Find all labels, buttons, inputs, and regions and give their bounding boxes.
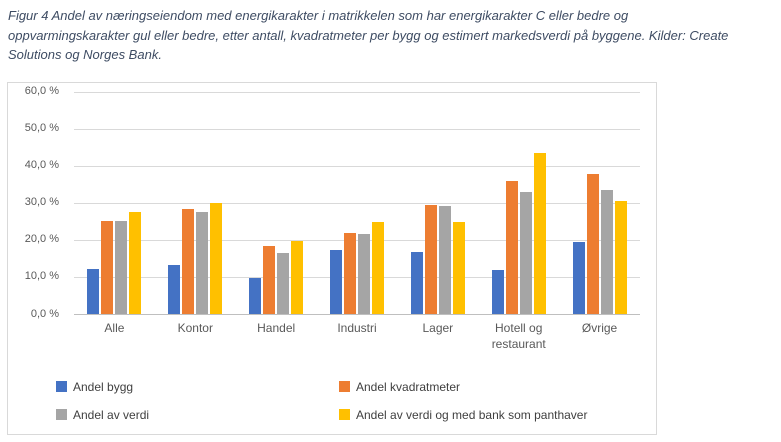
bar: [101, 220, 114, 314]
gridline: [74, 128, 640, 130]
category-label: Handel: [257, 321, 296, 335]
category-label: Hotell og restaurant: [491, 321, 546, 351]
bar: [196, 211, 209, 314]
category-label: Industri: [337, 321, 377, 335]
bar: [614, 200, 627, 314]
category-label: Lager: [422, 321, 454, 335]
legend-swatch-icon: [339, 381, 350, 392]
bar: [330, 249, 342, 314]
y-tick-label: 40,0 %: [24, 159, 59, 172]
bar: [586, 173, 599, 314]
legend: Andel bygg Andel kvadratmeter Andel av ver…: [56, 379, 588, 422]
bar: [87, 268, 100, 314]
legend-label: Andel av verdi: [73, 407, 150, 422]
bar: [168, 264, 181, 314]
bar: [410, 252, 423, 314]
y-tick-label: 10,0 %: [24, 270, 59, 283]
bar: [452, 221, 465, 314]
bar: [344, 233, 356, 314]
bar: [519, 191, 532, 314]
legend-item: Andel av verdi: [56, 407, 339, 422]
bar: [372, 221, 384, 314]
y-tick-label: 60,0 %: [24, 85, 59, 97]
bar: [249, 278, 262, 314]
caption-line-3: Solutions og Norges Bank.: [8, 47, 162, 62]
bar: [424, 205, 437, 314]
caption-line-1: Figur 4 Andel av næringseiendom med ener…: [8, 8, 629, 23]
bar: [291, 240, 304, 314]
y-tick-label: 50,0 %: [24, 122, 59, 135]
category-label: Kontor: [177, 321, 213, 335]
chart-frame: 0,0 % 10,0 % 20,0 % 30,0 % 40,0 % 50,0 % 60,0 …: [7, 82, 657, 435]
legend-label: Andel kvadratmeter: [356, 379, 461, 394]
gridline: [74, 239, 640, 241]
legend-label: Andel av verdi og med bank som panthaver: [356, 407, 588, 422]
figure-caption: Figur 4 Andel av næringseiendom med ener…: [8, 6, 728, 65]
bar: [533, 153, 546, 314]
bar: [491, 269, 504, 314]
legend-swatch-icon: [56, 381, 67, 392]
bar: [129, 211, 142, 314]
bar: [358, 234, 370, 314]
category-label: Øvrige: [581, 321, 618, 335]
bar: [505, 180, 518, 314]
gridline: [74, 165, 640, 167]
legend-item: Andel av verdi og med bank som panthaver: [339, 407, 588, 422]
caption-line-2: oppvarmingskarakter gul eller bedre, ett…: [8, 27, 729, 43]
bar: [182, 208, 195, 314]
legend-item: Andel bygg: [56, 379, 339, 394]
bar: [438, 206, 451, 314]
gridline: [74, 202, 640, 204]
bar: [572, 241, 585, 314]
bar: [600, 190, 613, 314]
bar: [277, 252, 290, 314]
bar: [210, 203, 223, 314]
bar: [263, 246, 276, 314]
bar: [115, 220, 128, 314]
legend-label: Andel bygg: [73, 379, 134, 394]
legend-item: Andel kvadratmeter: [339, 379, 587, 394]
legend-swatch-icon: [56, 409, 67, 420]
gridline: [74, 276, 640, 278]
legend-swatch-icon: [339, 409, 350, 420]
gridline: [74, 91, 640, 93]
y-tick-label: 0,0 %: [30, 307, 59, 320]
y-tick-label: 20,0 %: [24, 233, 59, 246]
y-tick-label: 30,0 %: [24, 196, 59, 209]
x-axis-line: [74, 314, 640, 315]
category-label: Alle: [104, 321, 125, 335]
